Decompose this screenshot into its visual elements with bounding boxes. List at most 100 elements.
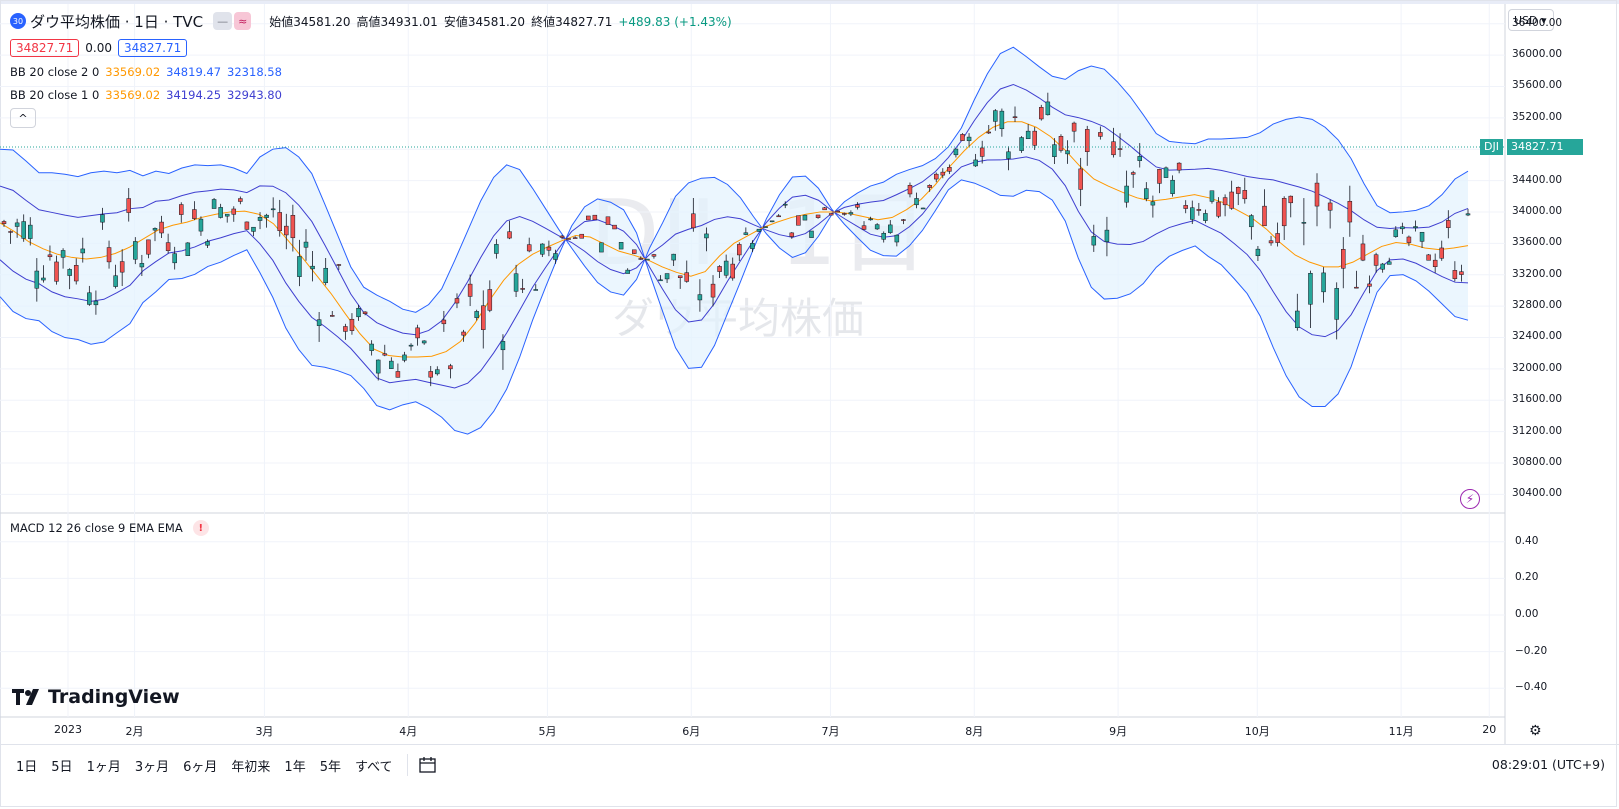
time-tick: 8月: [965, 725, 984, 738]
time-tick: 2月: [125, 725, 144, 738]
candle-body: [553, 253, 558, 260]
candle-body: [1439, 247, 1444, 259]
price-tick: 35600.00: [1512, 79, 1563, 92]
lightning-icon[interactable]: ⚡: [1460, 489, 1480, 509]
candle-body: [894, 234, 900, 243]
range-ytd[interactable]: 年初来: [231, 759, 271, 775]
range-6m[interactable]: 6ヶ月: [183, 759, 218, 775]
indicator-bb1-name: BB 20 close 1 0: [10, 87, 100, 102]
candle-body: [461, 331, 466, 336]
range-1y[interactable]: 1年: [284, 759, 306, 775]
candle-body: [973, 159, 978, 167]
time-tick: 11月: [1388, 725, 1414, 738]
warning-icon[interactable]: !: [192, 520, 209, 536]
candle-body: [133, 241, 138, 260]
candle-body: [1144, 188, 1149, 199]
indicator-bb1[interactable]: BB 20 close 1 0 33569.02 34194.25 32943.…: [10, 83, 738, 106]
candle-body: [671, 253, 676, 261]
range-5y[interactable]: 5年: [319, 759, 341, 775]
candle-body: [277, 212, 282, 232]
candle-body: [218, 207, 223, 218]
currency-select[interactable]: USD ▾: [1508, 9, 1554, 31]
candle-body: [645, 258, 650, 261]
candle-body: [756, 228, 762, 232]
buy-price-box[interactable]: 34827.71: [117, 39, 188, 57]
settings-gear-icon[interactable]: ⚙: [1529, 723, 1542, 739]
candle-body: [815, 214, 821, 218]
candle-body: [914, 198, 919, 206]
symbol-title[interactable]: ダウ平均株価 · 1日 · TVC: [30, 12, 204, 31]
candle-body: [205, 241, 210, 246]
time-tick: 6月: [682, 725, 701, 738]
indicator-bb1-lower: 32943.80: [227, 87, 282, 102]
candle-body: [1, 221, 7, 224]
candle-body: [966, 136, 972, 142]
clock-timezone[interactable]: 08:29:01 (UTC+9): [1491, 757, 1605, 772]
candle-body: [224, 213, 230, 217]
price-tick: 32400.00: [1512, 330, 1563, 343]
collapse-legend-button[interactable]: ^: [10, 108, 36, 128]
candle-body: [1308, 273, 1313, 305]
range-1d[interactable]: 1日: [16, 759, 38, 775]
tradingview-logo[interactable]: TradingView: [12, 686, 180, 708]
range-1m[interactable]: 1ヶ月: [86, 759, 121, 775]
candle-body: [448, 365, 453, 370]
close-value: 終値34827.71: [531, 14, 613, 29]
candle-body: [618, 242, 624, 250]
bb-fill: [0, 47, 1468, 435]
candle-body: [586, 215, 591, 221]
range-3m[interactable]: 3ヶ月: [134, 759, 170, 775]
candle-body: [868, 218, 873, 221]
candle-body: [1012, 116, 1018, 118]
candle-body: [979, 147, 985, 157]
candle-body: [651, 254, 657, 257]
candle-body: [697, 294, 703, 301]
candle-body: [421, 340, 427, 344]
candle-body: [87, 292, 92, 305]
candle-body: [1327, 202, 1333, 211]
candle-body: [369, 343, 374, 351]
range-5d[interactable]: 5日: [51, 759, 73, 775]
candle-body: [658, 279, 663, 282]
macd-legend[interactable]: MACD 12 26 close 9 EMA EMA !: [10, 520, 209, 536]
indicator-bb2[interactable]: BB 20 close 2 0 33569.02 34819.47 32318.…: [10, 60, 738, 83]
time-tick: 9月: [1109, 725, 1128, 738]
candle-body: [822, 207, 827, 211]
candle-body: [1032, 130, 1037, 146]
candle-body: [270, 208, 276, 211]
price-tick: 30400.00: [1512, 487, 1563, 500]
candle-body: [677, 275, 683, 278]
time-tick: 7月: [821, 725, 840, 738]
watermark-name: ダウ平均株価: [612, 294, 865, 343]
candle-body: [691, 213, 696, 229]
candle-body: [1255, 248, 1261, 257]
candle-body: [802, 214, 808, 221]
candle-body: [159, 221, 164, 234]
spread-value: 0.00: [85, 41, 112, 55]
candle-body: [1295, 310, 1300, 328]
sell-price-box[interactable]: 34827.71: [10, 39, 80, 57]
compare-button[interactable]: ≈: [234, 12, 252, 30]
candle-body: [1183, 205, 1188, 209]
candle-body: [592, 214, 598, 221]
bb2-upper-line: [0, 46, 1469, 313]
candle-body: [743, 232, 749, 235]
hide-button[interactable]: —: [213, 12, 233, 30]
macd-tick: 0.40: [1515, 534, 1539, 547]
candle-body: [428, 371, 433, 378]
macd-tick: −0.40: [1515, 681, 1548, 694]
date-range-calendar-icon[interactable]: [418, 756, 438, 774]
candle-body: [54, 261, 59, 282]
candle-body: [763, 226, 768, 228]
candle-body: [1262, 205, 1267, 227]
range-all[interactable]: すべて: [354, 759, 393, 775]
candle-body: [704, 233, 709, 239]
candle-body: [290, 215, 296, 239]
candle-body: [238, 198, 243, 202]
candle-body: [933, 173, 939, 180]
price-tick: 36000.00: [1512, 48, 1563, 61]
candle-body: [572, 237, 578, 239]
candle-body: [1019, 137, 1024, 151]
